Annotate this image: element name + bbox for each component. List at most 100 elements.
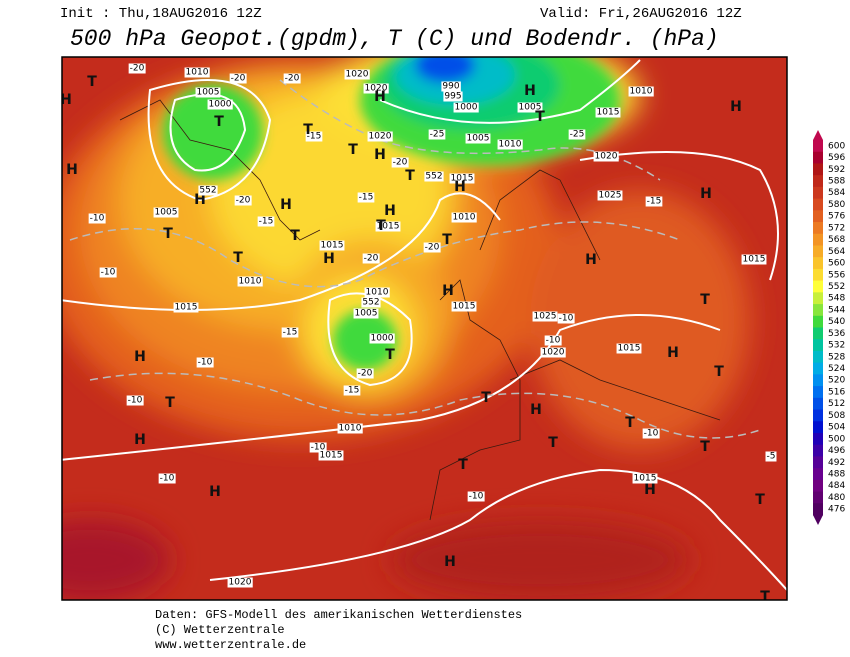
colorbar-swatch xyxy=(813,222,823,235)
colorbar-swatch xyxy=(813,292,823,305)
label-box xyxy=(99,267,117,278)
pressure-center: H xyxy=(209,484,221,500)
pressure-center: H xyxy=(644,482,656,498)
colorbar-label: 488 xyxy=(828,469,845,479)
label-box xyxy=(227,577,253,588)
pressure-label: 1020 xyxy=(229,578,252,588)
colorbar-label: 532 xyxy=(828,341,845,351)
label-box xyxy=(428,129,446,140)
pressure-label: -20 xyxy=(236,196,251,206)
colorbar-label: 592 xyxy=(828,165,845,175)
pressure-label: -20 xyxy=(231,74,246,84)
pressure-label: 1020 xyxy=(369,132,392,142)
pressure-label: -15 xyxy=(647,197,662,207)
pressure-center: T xyxy=(714,364,724,380)
label-box xyxy=(451,212,477,223)
label-box xyxy=(319,240,345,251)
label-box xyxy=(741,254,767,265)
colorbar-swatch xyxy=(813,198,823,211)
label-box xyxy=(363,83,389,94)
label-box xyxy=(173,302,199,313)
pressure-label: 1015 xyxy=(175,303,198,313)
colorbar-label: 496 xyxy=(828,446,845,456)
colorbar-swatch xyxy=(813,409,823,422)
pressure-label: 1015 xyxy=(453,302,476,312)
colorbar-label: 568 xyxy=(828,235,845,245)
colorbar-label: 580 xyxy=(828,200,845,210)
label-box xyxy=(765,451,777,462)
colorbar-label: 508 xyxy=(828,411,845,421)
pressure-label: -10 xyxy=(101,268,116,278)
pressure-center: T xyxy=(385,347,395,363)
colorbar-bottom-arrow xyxy=(813,515,823,525)
pressure-label: 1020 xyxy=(595,152,618,162)
label-box xyxy=(593,151,619,162)
pressure-center: T xyxy=(214,114,224,130)
pressure-label: 1010 xyxy=(499,140,522,150)
pressure-center: H xyxy=(374,89,386,105)
label-box xyxy=(318,450,344,461)
colorbar-label: 480 xyxy=(828,493,845,503)
colorbar-swatch xyxy=(813,268,823,282)
label-box xyxy=(595,107,621,118)
pressure-center: T xyxy=(163,226,173,242)
pressure-center: T xyxy=(755,492,765,508)
pressure-label: 1020 xyxy=(346,70,369,80)
pressure-label: -20 xyxy=(364,254,379,264)
colorbar-label: 492 xyxy=(828,458,845,468)
pressure-center: T xyxy=(376,218,386,234)
pressure-label: -20 xyxy=(358,369,373,379)
colorbar-label: 572 xyxy=(828,223,845,233)
pressure-label: 1015 xyxy=(451,174,474,184)
colorbar-swatch xyxy=(813,315,823,328)
pressure-label: 552 xyxy=(362,298,379,308)
footer-line: (C) Wetterzentrale xyxy=(155,623,285,637)
pressure-center: T xyxy=(700,439,710,455)
pressure-label: -10 xyxy=(559,314,574,324)
pressure-label: -15 xyxy=(283,328,298,338)
colorbar-label: 536 xyxy=(828,329,845,339)
pressure-label: -20 xyxy=(285,74,300,84)
label-box xyxy=(357,192,375,203)
label-box xyxy=(234,195,252,206)
label-box xyxy=(441,81,461,92)
colorbar-swatch xyxy=(813,421,823,434)
pressure-label: 1000 xyxy=(455,103,478,113)
label-box xyxy=(364,287,390,298)
label-box xyxy=(305,131,323,142)
label-box xyxy=(362,253,380,264)
colorbar-label: 520 xyxy=(828,376,845,386)
colorbar-swatch xyxy=(813,140,823,153)
label-box xyxy=(453,102,479,113)
colorbar-label: 524 xyxy=(828,364,845,374)
footer-line: Daten: GFS-Modell des amerikanischen Wet… xyxy=(155,608,522,622)
label-box xyxy=(283,73,301,84)
pressure-label: 1010 xyxy=(339,424,362,434)
label-box xyxy=(367,131,393,142)
colorbar-swatch xyxy=(813,468,823,481)
pressure-center: H xyxy=(60,92,72,108)
label-box xyxy=(443,91,463,102)
label-box xyxy=(207,99,233,110)
label-box xyxy=(628,86,654,97)
pressure-center: H xyxy=(134,432,146,448)
pressure-label: 990 xyxy=(442,82,459,92)
pressure-label: 1020 xyxy=(365,84,388,94)
label-box xyxy=(309,442,327,453)
pressure-label: 1015 xyxy=(321,241,344,251)
colorbar-label: 548 xyxy=(828,294,845,304)
pressure-center: H xyxy=(134,349,146,365)
pressure-label: 552 xyxy=(425,172,442,182)
pressure-label: 1005 xyxy=(155,208,178,218)
pressure-label: -10 xyxy=(198,358,213,368)
colorbar-top-arrow xyxy=(813,130,823,140)
pressure-center: H xyxy=(585,252,597,268)
label-box xyxy=(128,63,146,74)
pressure-center: H xyxy=(454,179,466,195)
pressure-center: T xyxy=(442,232,452,248)
label-box xyxy=(184,67,210,78)
colorbar-label: 504 xyxy=(828,423,845,433)
label-box xyxy=(88,213,106,224)
label-box xyxy=(632,473,658,484)
pressure-center: T xyxy=(458,457,468,473)
